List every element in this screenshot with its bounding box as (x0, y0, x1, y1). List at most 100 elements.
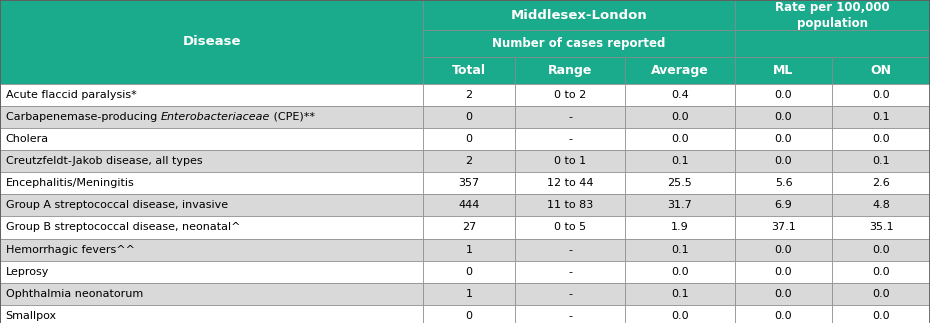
Text: 0.0: 0.0 (872, 90, 890, 100)
Text: -: - (568, 112, 572, 122)
Bar (735, 305, 832, 323)
Text: -: - (568, 311, 572, 321)
Bar (0, 238, 423, 261)
Text: Hemorrhagic fevers^^: Hemorrhagic fevers^^ (6, 245, 135, 255)
Text: 0: 0 (466, 267, 472, 277)
Bar (423, 57, 515, 84)
Text: 0.0: 0.0 (775, 245, 792, 255)
Text: 0.1: 0.1 (671, 156, 688, 166)
Text: 0.0: 0.0 (671, 112, 688, 122)
Bar (0, 261, 423, 283)
Text: Middlesex-London: Middlesex-London (511, 8, 647, 22)
Bar (832, 238, 930, 261)
Bar (625, 172, 735, 194)
Text: 0.0: 0.0 (872, 245, 890, 255)
Text: Cholera: Cholera (6, 134, 48, 144)
Bar (0, 172, 423, 194)
Bar (515, 106, 625, 128)
Bar (423, 172, 515, 194)
Bar (423, 216, 515, 238)
Text: 0.0: 0.0 (671, 134, 688, 144)
Text: 4.8: 4.8 (872, 200, 890, 210)
Bar (625, 57, 735, 84)
Text: 0.0: 0.0 (872, 267, 890, 277)
Text: 0.0: 0.0 (671, 267, 688, 277)
Bar (423, 261, 515, 283)
Text: -: - (568, 267, 572, 277)
Text: 0 to 5: 0 to 5 (554, 223, 586, 233)
Bar (735, 30, 930, 57)
Bar (0, 84, 423, 106)
Text: 2: 2 (466, 90, 472, 100)
Text: Total: Total (452, 64, 486, 77)
Text: 0: 0 (466, 311, 472, 321)
Text: Encephalitis/Meningitis: Encephalitis/Meningitis (6, 178, 134, 188)
Text: 35.1: 35.1 (869, 223, 894, 233)
Bar (832, 128, 930, 150)
Text: 37.1: 37.1 (771, 223, 796, 233)
Text: 0.0: 0.0 (775, 267, 792, 277)
Text: Range: Range (548, 64, 592, 77)
Bar (832, 216, 930, 238)
Bar (832, 261, 930, 283)
Text: 0.4: 0.4 (671, 90, 689, 100)
Text: 0.0: 0.0 (775, 311, 792, 321)
Text: 0.1: 0.1 (671, 245, 688, 255)
Text: Ophthalmia neonatorum: Ophthalmia neonatorum (6, 289, 143, 299)
Text: Group B streptococcal disease, neonatal^: Group B streptococcal disease, neonatal^ (6, 223, 240, 233)
Bar (423, 106, 515, 128)
Bar (625, 238, 735, 261)
Bar (625, 84, 735, 106)
Text: 0.0: 0.0 (775, 156, 792, 166)
Text: -: - (568, 134, 572, 144)
Bar (735, 57, 832, 84)
Bar (735, 238, 832, 261)
Bar (0, 106, 423, 128)
Text: Enterobacteriaceae: Enterobacteriaceae (160, 112, 270, 122)
Text: 0.0: 0.0 (872, 289, 890, 299)
Text: 0.0: 0.0 (775, 134, 792, 144)
Text: 1: 1 (466, 289, 472, 299)
Bar (832, 57, 930, 84)
Text: Number of cases reported: Number of cases reported (492, 37, 666, 50)
Bar (423, 283, 515, 305)
Text: 0: 0 (466, 134, 472, 144)
Bar (735, 261, 832, 283)
Bar (0, 150, 423, 172)
Bar (832, 106, 930, 128)
Text: Creutzfeldt-Jakob disease, all types: Creutzfeldt-Jakob disease, all types (6, 156, 202, 166)
Text: Average: Average (651, 64, 709, 77)
Text: 31.7: 31.7 (668, 200, 692, 210)
Text: 2: 2 (466, 156, 472, 166)
Text: Rate per 100,000
population: Rate per 100,000 population (775, 1, 890, 29)
Text: 0 to 2: 0 to 2 (554, 90, 586, 100)
Bar (832, 150, 930, 172)
Text: 0 to 1: 0 to 1 (554, 156, 586, 166)
Text: 0: 0 (466, 112, 472, 122)
Bar (0, 305, 423, 323)
Text: 25.5: 25.5 (668, 178, 692, 188)
Text: Disease: Disease (182, 35, 241, 48)
Text: Acute flaccid paralysis*: Acute flaccid paralysis* (6, 90, 137, 100)
Bar (515, 128, 625, 150)
Bar (0, 128, 423, 150)
Text: 0.0: 0.0 (872, 311, 890, 321)
Bar (832, 283, 930, 305)
Bar (515, 57, 625, 84)
Bar (515, 216, 625, 238)
Bar (423, 30, 735, 57)
Bar (832, 84, 930, 106)
Bar (0, 194, 423, 216)
Bar (832, 194, 930, 216)
Text: 6.9: 6.9 (775, 200, 792, 210)
Text: 0.0: 0.0 (775, 90, 792, 100)
Bar (832, 172, 930, 194)
Bar (423, 84, 515, 106)
Text: 0.1: 0.1 (872, 112, 890, 122)
Bar (735, 216, 832, 238)
Bar (735, 128, 832, 150)
Text: 12 to 44: 12 to 44 (547, 178, 593, 188)
Text: 27: 27 (462, 223, 476, 233)
Bar (832, 305, 930, 323)
Text: 1.9: 1.9 (671, 223, 689, 233)
